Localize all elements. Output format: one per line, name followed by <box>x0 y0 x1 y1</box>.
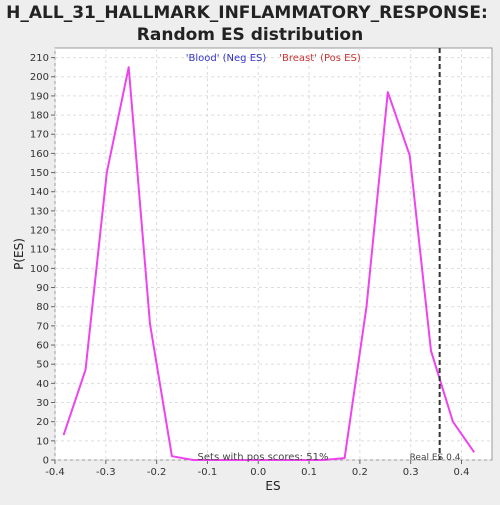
x-tick-label: 0.2 <box>352 467 368 478</box>
y-tick-label: 10 <box>36 436 49 447</box>
y-tick-label: 170 <box>30 130 49 141</box>
plot-area <box>54 47 493 461</box>
y-tick-label: 200 <box>30 72 49 83</box>
y-tick-label: 150 <box>30 168 49 179</box>
y-tick-label: 190 <box>30 91 49 102</box>
chart-title-line2: Random ES distribution <box>137 25 363 45</box>
y-tick-label: 0 <box>43 456 49 467</box>
y-axis-label: P(ES) <box>12 238 26 270</box>
x-tick-label: 0.4 <box>454 467 470 478</box>
y-tick-label: 60 <box>36 341 49 352</box>
x-tick-label: -0.1 <box>198 467 218 478</box>
y-tick-label: 40 <box>36 379 49 390</box>
x-tick-label: -0.3 <box>96 467 116 478</box>
x-axis-label: ES <box>265 479 280 493</box>
y-tick-label: 120 <box>30 226 49 237</box>
annotation-sets-pos: Sets with pos scores: 51% <box>198 452 329 463</box>
series-line <box>62 66 476 461</box>
legend-neg-label: 'Blood' (Neg ES) <box>186 53 267 64</box>
y-tick-label: 50 <box>36 360 49 371</box>
grid-lines <box>54 48 492 461</box>
y-tick-label: 160 <box>30 149 49 160</box>
y-tick-label: 80 <box>36 302 49 313</box>
annotation-real-es: Real ES 0.4 <box>410 453 461 463</box>
x-tick-label: 0.0 <box>250 467 266 478</box>
x-tick-label: 0.3 <box>403 467 419 478</box>
y-tick-label: 210 <box>30 53 49 64</box>
x-tick-label: 0.1 <box>301 467 317 478</box>
x-tick-label: -0.2 <box>147 467 167 478</box>
y-tick-label: 100 <box>30 264 49 275</box>
x-axis-ticks: -0.4 -0.3 -0.2 -0.1 0.0 0.1 0.2 0.3 0.4 <box>45 460 469 478</box>
y-tick-label: 70 <box>36 321 49 332</box>
y-tick-label: 140 <box>30 187 49 198</box>
y-tick-label: 180 <box>30 111 49 122</box>
legend-pos-label: 'Breast' (Pos ES) <box>279 53 361 64</box>
y-tick-label: 110 <box>30 245 49 256</box>
y-tick-label: 20 <box>36 417 49 428</box>
y-tick-label: 130 <box>30 206 49 217</box>
y-axis-ticks: 0 10 20 30 40 50 60 70 80 90 100 110 120 130 140 150 160… <box>30 53 55 467</box>
x-tick-label: -0.4 <box>45 467 65 478</box>
y-tick-label: 30 <box>36 398 49 409</box>
y-tick-label: 90 <box>36 283 49 294</box>
chart-title-line1: H_ALL_31_HALLMARK_INFLAMMATORY_RESPONSE: <box>6 3 488 23</box>
